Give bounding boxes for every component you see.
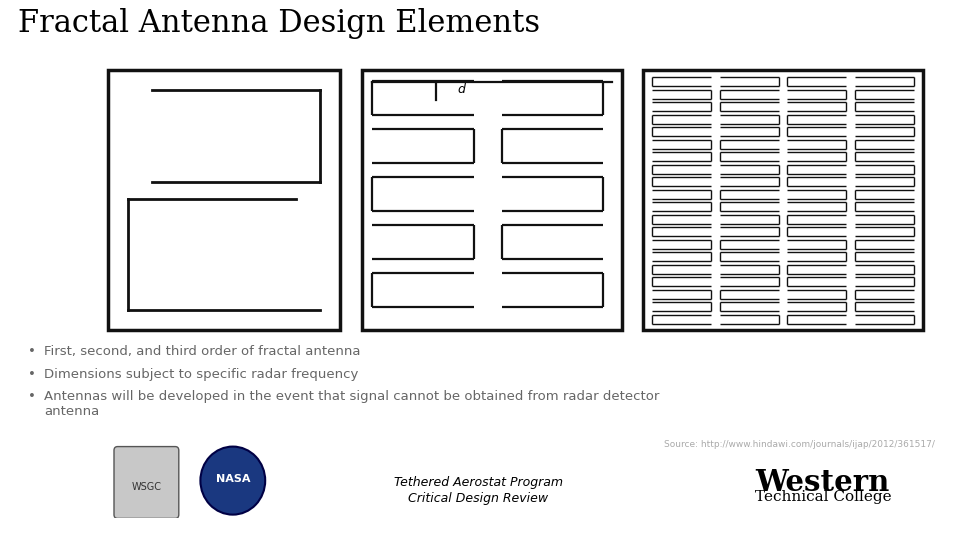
Text: •: • bbox=[28, 368, 36, 381]
Bar bbox=[643, 70, 923, 330]
Bar bbox=[108, 70, 340, 330]
Text: Antennas will be developed in the event that signal cannot be obtained from rada: Antennas will be developed in the event … bbox=[44, 390, 660, 418]
Circle shape bbox=[201, 447, 265, 515]
FancyBboxPatch shape bbox=[114, 447, 179, 518]
Text: Dimensions subject to specific radar frequency: Dimensions subject to specific radar fre… bbox=[44, 368, 358, 381]
Text: •: • bbox=[28, 390, 36, 403]
Text: WSGC: WSGC bbox=[132, 482, 161, 491]
Text: •: • bbox=[28, 345, 36, 358]
Text: Technical College: Technical College bbox=[755, 490, 892, 504]
Text: Critical Design Review: Critical Design Review bbox=[408, 492, 548, 505]
Bar bbox=[362, 70, 622, 330]
Text: $d$: $d$ bbox=[457, 82, 467, 96]
Text: First, second, and third order of fractal antenna: First, second, and third order of fracta… bbox=[44, 345, 361, 358]
Text: Fractal Antenna Design Elements: Fractal Antenna Design Elements bbox=[18, 8, 540, 39]
Text: Western: Western bbox=[755, 468, 889, 497]
Text: Tethered Aerostat Program: Tethered Aerostat Program bbox=[394, 476, 563, 489]
Text: NASA: NASA bbox=[216, 474, 250, 484]
Text: Source: http://www.hindawi.com/journals/ijap/2012/361517/: Source: http://www.hindawi.com/journals/… bbox=[664, 440, 935, 449]
